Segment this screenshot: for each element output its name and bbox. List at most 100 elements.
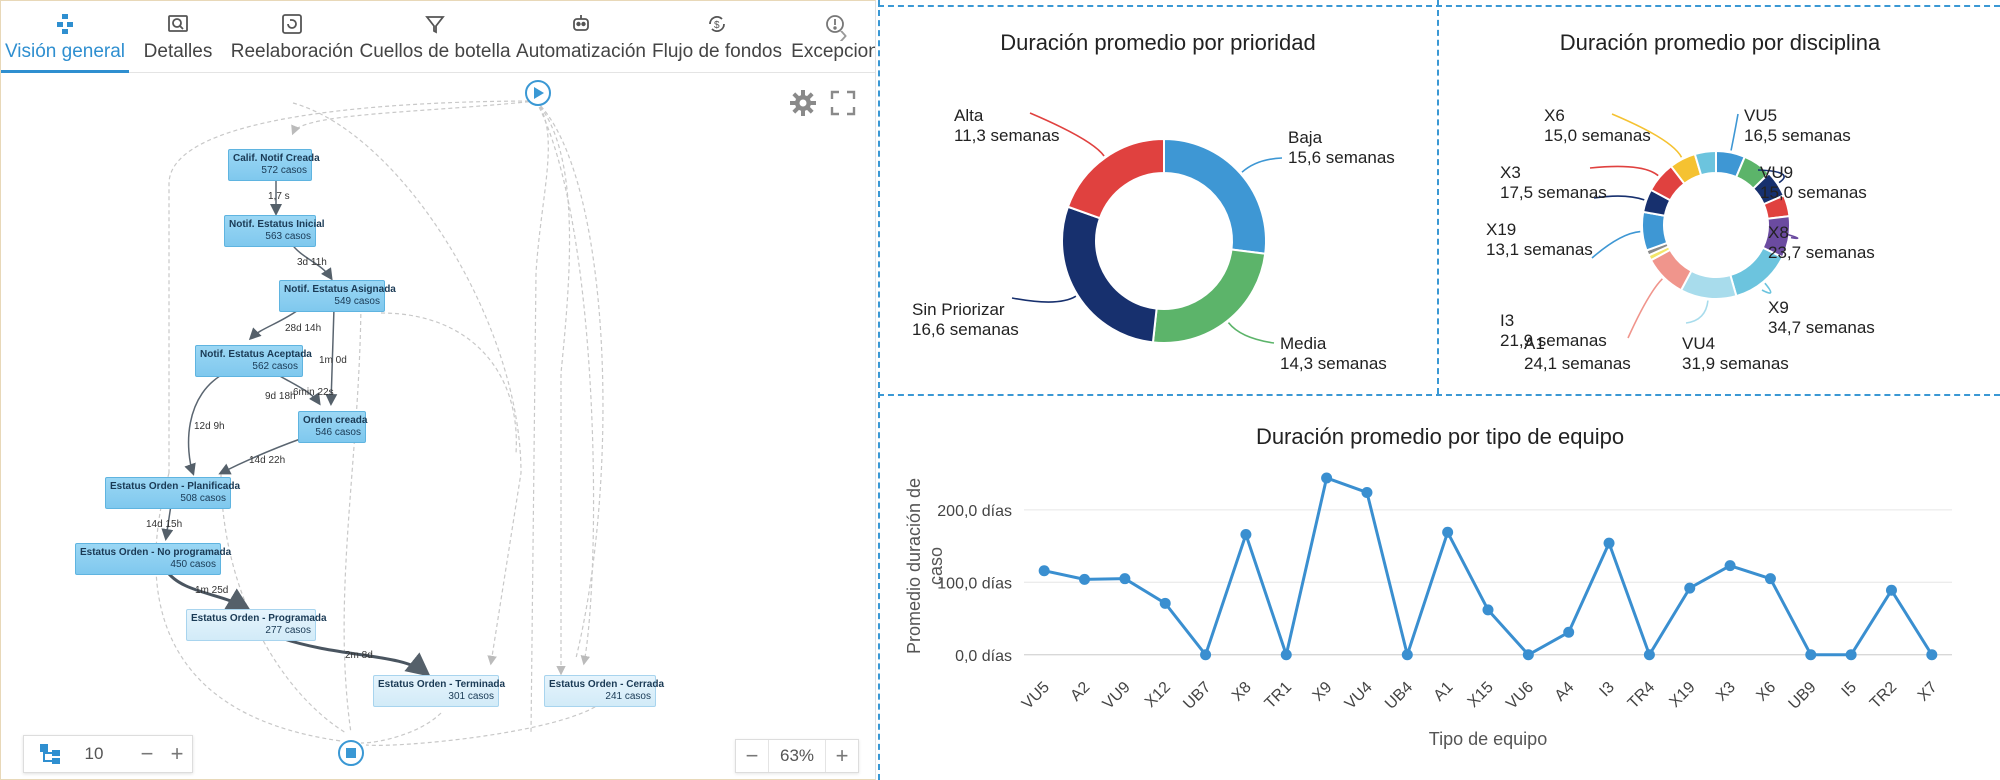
zoom-in-button[interactable]: +: [835, 743, 849, 768]
x-tick-label: UB4: [1382, 679, 1416, 713]
x-tick-label: X15: [1465, 679, 1497, 711]
process-node[interactable]: Calif. Notif Creada 572 casos: [228, 149, 320, 181]
process-map[interactable]: Calif. Notif Creada 572 casos Notif. Esta…: [1, 73, 875, 779]
discipline-donut-chart[interactable]: [1442, 8, 1998, 392]
data-point[interactable]: [1885, 584, 1897, 596]
process-node[interactable]: Estatus Orden - Planificada 508 casos: [105, 477, 240, 509]
tab-detalles[interactable]: Detalles: [131, 1, 225, 73]
start-node[interactable]: [525, 80, 551, 106]
process-node[interactable]: Notif. Estatus Inicial 563 casos: [224, 215, 325, 247]
process-node[interactable]: Notif. Estatus Asignada 549 casos: [279, 280, 396, 312]
data-point[interactable]: [1724, 560, 1736, 572]
process-node[interactable]: Estatus Orden - Programada 277 casos: [186, 609, 327, 641]
data-point[interactable]: [1684, 582, 1696, 594]
data-point[interactable]: [1522, 649, 1534, 661]
tab-cuellos-de-botella[interactable]: Cuellos de botella: [359, 1, 511, 73]
slice-name: I3: [1500, 311, 1515, 330]
slice-value: 15,0 semanas: [1544, 126, 1651, 145]
level-decrease-button[interactable]: −: [140, 741, 154, 766]
data-point[interactable]: [1482, 604, 1494, 616]
node-title: Notif. Estatus Aceptada: [200, 349, 312, 360]
zoom-value: 63%: [768, 740, 826, 772]
donut-label: X8 23,7 semanas: [1768, 223, 1875, 263]
tab-reelaboración[interactable]: Reelaboración: [227, 1, 357, 73]
x-tick-label: VU9: [1100, 679, 1134, 713]
level-increase-button[interactable]: +: [170, 741, 184, 766]
slice-name: VU9: [1760, 163, 1794, 182]
donut-leader-line: [1730, 113, 1739, 151]
tab-flujo-de-fondos[interactable]: $ Flujo de fondos: [651, 1, 783, 73]
edge-label: 9d 18h: [265, 391, 296, 402]
magnifier-icon: [167, 13, 189, 35]
x-tick-label: VU5: [1019, 679, 1053, 713]
edge-label: 12d 9h: [194, 421, 225, 432]
donut-slice[interactable]: [1693, 149, 1717, 177]
process-node[interactable]: Orden creada 546 casos: [298, 411, 367, 443]
hierarchy-icon[interactable]: [24, 736, 76, 772]
data-point[interactable]: [1240, 528, 1252, 540]
y-tick-label: 100,0 días: [937, 575, 1012, 592]
x-tick-label: TR1: [1262, 679, 1295, 712]
data-point[interactable]: [1361, 486, 1373, 498]
rework-icon: [281, 13, 303, 35]
process-node[interactable]: Estatus Orden - Cerrada 241 casos: [544, 675, 664, 707]
data-point[interactable]: [1280, 649, 1292, 661]
tab-scroll-right-icon[interactable]: ›: [839, 19, 848, 49]
donut-leader-line: [1227, 322, 1275, 344]
data-point[interactable]: [1845, 649, 1857, 661]
slice-name: X8: [1768, 223, 1789, 242]
data-point[interactable]: [1401, 649, 1413, 661]
donut-leader-line: [1761, 282, 1772, 294]
data-point[interactable]: [1038, 565, 1050, 577]
tab-bar: Visión general Detalles Reelaboración Cuell…: [1, 1, 875, 73]
donut-slice-baja[interactable]: [1163, 137, 1267, 255]
equipment-line-panel: Duración promedio por tipo de equipo 0,0…: [882, 400, 1998, 778]
x-tick-label: UB9: [1786, 679, 1820, 713]
data-point[interactable]: [1926, 649, 1938, 661]
tab-excepcion[interactable]: Excepcion: [785, 1, 875, 73]
funnel-icon: [424, 13, 446, 35]
data-point[interactable]: [1603, 537, 1615, 549]
zoom-out-button[interactable]: −: [745, 743, 759, 768]
node-count: 549 casos: [334, 296, 380, 307]
edge-label: 14d 15h: [146, 519, 183, 530]
tab-automatización[interactable]: Automatización: [513, 1, 649, 73]
data-point[interactable]: [1321, 472, 1333, 484]
panel-divider: [878, 0, 880, 780]
data-point[interactable]: [1805, 649, 1817, 661]
data-point[interactable]: [1119, 573, 1131, 585]
donut-label: X3 17,5 semanas: [1500, 163, 1607, 203]
slice-value: 24,1 semanas: [1524, 354, 1631, 373]
donut-slice-i3[interactable]: [1641, 210, 1669, 252]
priority-donut-chart[interactable]: [882, 8, 1434, 392]
slice-value: 16,5 semanas: [1744, 126, 1851, 145]
donut-slice-sin-priorizar[interactable]: [1061, 205, 1158, 344]
data-point[interactable]: [1563, 626, 1575, 638]
tab-visión-general[interactable]: Visión general: [1, 1, 129, 73]
x-tick-label: I5: [1839, 679, 1861, 701]
slice-name: Alta: [954, 106, 984, 125]
process-node[interactable]: Notif. Estatus Aceptada 562 casos: [195, 345, 312, 377]
data-point[interactable]: [1079, 573, 1091, 585]
gear-icon[interactable]: [789, 89, 817, 117]
slice-name: Media: [1280, 334, 1327, 353]
data-point[interactable]: [1159, 597, 1171, 609]
end-node[interactable]: [338, 740, 364, 766]
donut-slice-alta[interactable]: [1066, 137, 1165, 220]
data-point[interactable]: [1200, 649, 1212, 661]
edge-label: 2m 8d: [345, 650, 373, 661]
fullscreen-icon[interactable]: [830, 90, 856, 116]
slice-value: 15,0 semanas: [1760, 183, 1867, 202]
data-point[interactable]: [1764, 573, 1776, 585]
slice-name: Sin Priorizar: [912, 300, 1005, 319]
process-node[interactable]: Estatus Orden - No programada 450 casos: [75, 543, 231, 575]
detail-level-value[interactable]: 10: [84, 744, 104, 763]
data-point[interactable]: [1442, 526, 1454, 538]
donut-slice-media[interactable]: [1151, 248, 1267, 344]
x-tick-label: X9: [1310, 679, 1336, 705]
slice-value: 17,5 semanas: [1500, 183, 1607, 202]
data-point[interactable]: [1643, 649, 1655, 661]
discipline-donut-panel: Duración promedio por disciplina VU5 16,5…: [1442, 8, 1998, 392]
process-node[interactable]: Estatus Orden - Terminada 301 casos: [373, 675, 505, 707]
